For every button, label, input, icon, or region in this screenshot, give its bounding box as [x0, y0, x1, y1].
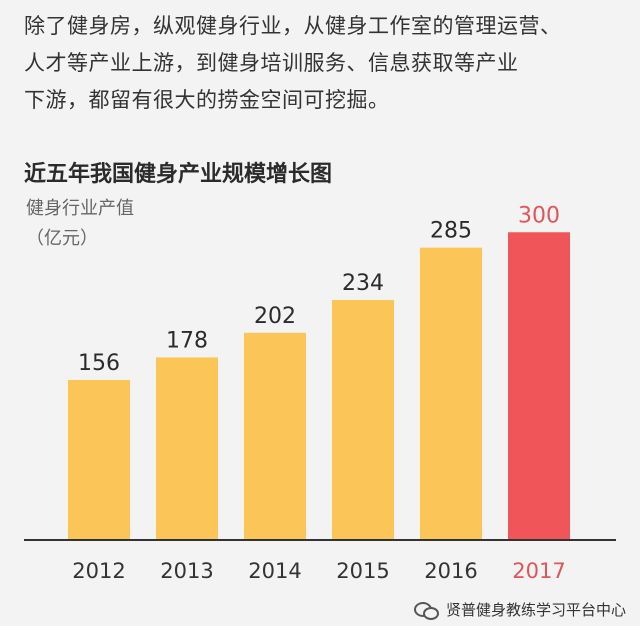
y-axis-label: 健身行业产值 （亿元） [26, 194, 134, 254]
x-tick-2016: 2016 [424, 559, 477, 583]
bar-2015 [332, 299, 394, 540]
bar-2013 [156, 357, 218, 540]
data-label-2016: 285 [430, 219, 472, 244]
y-axis-label-text: 健身行业产值 [26, 198, 134, 219]
data-label-2012: 156 [78, 351, 120, 376]
data-label-2013: 178 [166, 328, 208, 353]
watermark: 贤普健身教练学习平台中心 [413, 599, 626, 620]
bar-2017 [508, 232, 570, 541]
intro-line-1: 除了健身房，纵观健身行业，从健身工作室的管理运营、 [24, 14, 562, 38]
x-tick-2015: 2015 [336, 559, 389, 583]
x-tick-2012: 2012 [72, 559, 125, 583]
intro-paragraph: 除了健身房，纵观健身行业，从健身工作室的管理运营、 人才等产业上游，到健身培训服… [24, 8, 624, 119]
data-label-2017: 300 [518, 203, 560, 228]
x-tick-2017: 2017 [512, 559, 565, 583]
watermark-text: 贤普健身教练学习平台中心 [445, 601, 626, 619]
data-label-2015: 234 [342, 271, 384, 296]
chart-title: 近五年我国健身产业规模增长图 [24, 162, 333, 187]
x-tick-2014: 2014 [248, 559, 301, 583]
bar-2016 [420, 247, 482, 541]
bar-2014 [244, 332, 306, 540]
wechat-icon [413, 601, 440, 620]
intro-line-2: 人才等产业上游，到健身培训服务、信息获取等产业 [24, 51, 519, 75]
bar-2012 [68, 379, 130, 540]
x-tick-2013: 2013 [160, 559, 213, 583]
data-label-2014: 202 [254, 304, 296, 329]
intro-line-3: 下游，都留有很大的捞金空间可挖掘。 [24, 88, 390, 112]
y-axis-unit: （亿元） [26, 228, 98, 249]
